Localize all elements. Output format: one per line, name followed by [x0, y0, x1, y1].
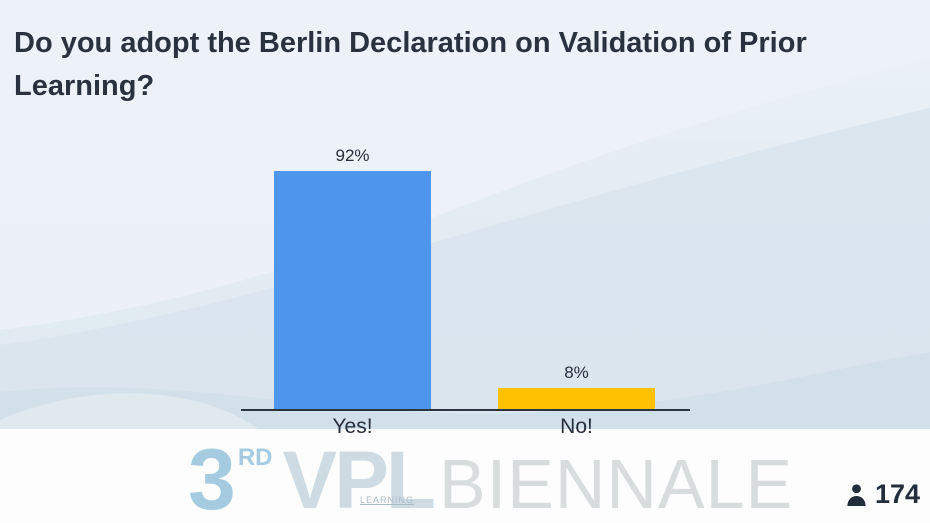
- page-title: Do you adopt the Berlin Declaration on V…: [14, 27, 807, 102]
- bar-group-no: 8%: [498, 363, 655, 409]
- watermark-biennale-label: BIENNALE: [439, 445, 794, 523]
- person-icon: [847, 484, 866, 506]
- category-label-no: No!: [560, 415, 593, 438]
- watermark-ordinal-suffix: RD: [237, 444, 273, 471]
- bar-chart: 92% 8% Yes! No!: [241, 138, 690, 448]
- x-axis-line: [241, 409, 690, 411]
- bar-no: [498, 388, 655, 409]
- participants-counter: 174: [845, 479, 920, 510]
- bar-value-no: 8%: [564, 363, 589, 382]
- watermark-learning-label: LEARNING: [360, 495, 415, 505]
- bar-group-yes: 92%: [274, 146, 431, 409]
- bar-value-yes: 92%: [335, 146, 370, 165]
- vpl-biennale-watermark: 3 RD VPL LEARNING BIENNALE: [188, 432, 794, 523]
- category-label-yes: Yes!: [332, 415, 373, 438]
- participants-count-value: 174: [874, 479, 920, 509]
- bar-yes: [274, 171, 431, 409]
- watermark-ordinal: 3: [188, 432, 236, 523]
- background-waves: [0, 0, 930, 430]
- footer-band: [0, 429, 930, 523]
- watermark-vpl-logo: VPL: [282, 435, 436, 523]
